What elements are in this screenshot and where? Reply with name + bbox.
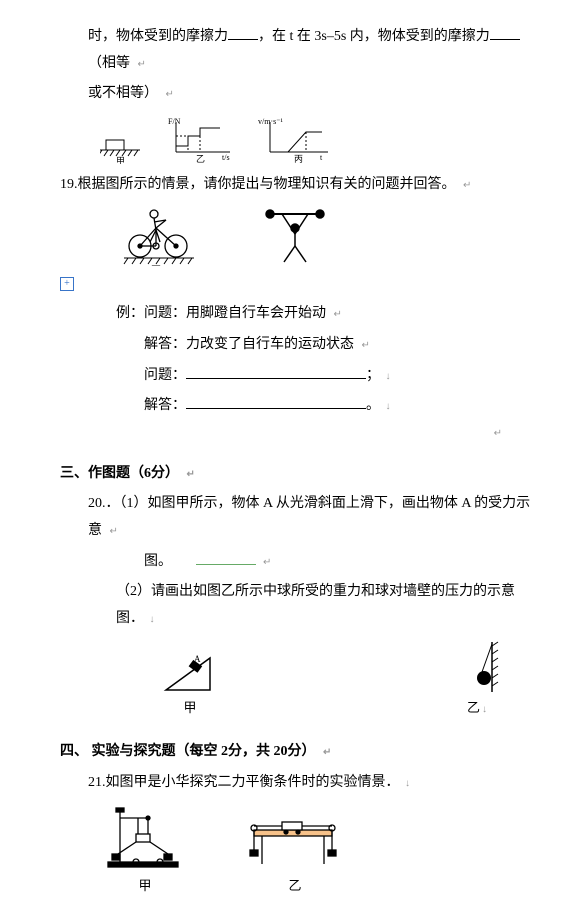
svg-text:甲: 甲 (116, 156, 125, 164)
ball-wall-svg (452, 640, 502, 696)
q21-fig-right: 乙 (240, 814, 350, 899)
green-underline (196, 564, 256, 565)
q18-line2: 或不相等） (60, 81, 542, 108)
q19-ex-q: 用脚蹬自行车会开始动 (186, 306, 326, 321)
q19-semi: ； (366, 368, 380, 383)
q19-a-label: 解答： (144, 337, 186, 352)
section4-heading: 四、 实验与探究题（每空 2分，共 20分） (60, 739, 542, 766)
q20-fig-left: A 甲 (160, 650, 220, 721)
q18-txt-c: （相等 (88, 56, 130, 71)
svg-text:图: 图 (151, 265, 161, 266)
svg-text:v/m·s⁻¹: v/m·s⁻¹ (258, 117, 283, 126)
svg-text:t/s: t/s (222, 153, 230, 162)
q20-line1: 20.．（1）如图甲所示，物体 A 从光滑斜面上滑下，画出物体 A 的受力示意 (60, 491, 542, 544)
q19-period: 。 (366, 398, 380, 413)
q19-blank-1[interactable] (186, 378, 366, 379)
q20-1: （1）如图甲所示，物体 A 从光滑斜面上滑下，画出物体 A 的受力示意 (88, 496, 530, 538)
q18-line1: 时，物体受到的摩擦力 ，在 t 在 3s–5s 内，物体受到的摩擦力 （相等 (60, 24, 542, 77)
q21-text: 如图甲是小华探究二力平衡条件时的实验情景． (106, 775, 400, 790)
balance-apparatus-svg (100, 804, 190, 874)
cart-table-svg (240, 814, 350, 874)
q19-line: 19.根据图所示的情景，请你提出与物理知识有关的问题并回答。 (60, 172, 542, 199)
q18-txt-a: 时，物体受到的摩擦力 (88, 29, 228, 44)
q20-fig-right: 乙 (452, 640, 502, 721)
svg-text:A: A (194, 654, 201, 664)
sec4-h: 四、 实验与探究题（每空 2分，共 20分） (60, 744, 316, 759)
q19-blank-q: 问题： ； (60, 363, 542, 390)
cap-yi: 乙 (452, 696, 502, 721)
q19-text: 根据图所示的情景，请你提出与物理知识有关的问题并回答。 (78, 177, 456, 192)
q18-txt-d: 或不相等） (88, 86, 158, 101)
q19-ex-a: 力改变了自行车的运动状态 (186, 337, 354, 352)
q20-line1b: 图。 (60, 549, 542, 576)
q20-line2: （2）请画出如图乙所示中球所受的重力和球对墙壁的压力的示意图． (60, 579, 542, 632)
q20-2: （2）请画出如图乙所示中球所受的重力和球对墙壁的压力的示意图． (116, 584, 515, 626)
q19-ex-label: 例：问题： (116, 306, 186, 321)
bicycle-figure: 图 (120, 206, 200, 266)
q19-blank-a: 解答： 。 (60, 393, 542, 420)
sec3-h: 三、作图题（6分） (60, 466, 179, 481)
cap-jiap: 甲 (160, 696, 220, 721)
q19-blank-2[interactable] (186, 408, 366, 409)
svg-text:丙: 丙 (294, 154, 303, 164)
q19-q-label: 问题： (144, 368, 186, 383)
incline-svg: A (160, 650, 220, 696)
q20-figures: A 甲 乙 (160, 640, 502, 721)
q21-figures: 甲 乙 (100, 804, 542, 899)
q18-blank-1[interactable] (228, 39, 258, 40)
section3-heading: 三、作图题（6分） (60, 461, 542, 488)
q21-fig-left: 甲 (100, 804, 190, 899)
q18-blank-2[interactable] (490, 39, 520, 40)
q21-line: 21.如图甲是小华探究二力平衡条件时的实验情景． (60, 770, 542, 797)
q20-num: 20.． (88, 496, 120, 511)
q18-txt-b: ，在 t 在 3s–5s 内，物体受到的摩擦力 (258, 29, 490, 44)
svg-text:t: t (320, 153, 323, 162)
weightlifter-figure (260, 206, 330, 266)
svg-text:乙: 乙 (196, 154, 205, 164)
cap-yi2: 乙 (240, 874, 350, 899)
q19-example-a: 解答：力改变了自行车的运动状态 (60, 332, 542, 359)
q20-1b: 图。 (144, 554, 172, 569)
expand-icon[interactable]: + (60, 277, 74, 291)
q21-num: 21. (88, 775, 106, 790)
q19-num: 19. (60, 177, 78, 192)
q19-a-label2: 解答： (144, 398, 186, 413)
lone-mark-1: ↵ (60, 424, 542, 443)
q18-graphs-svg: 甲 F/N t/s 乙 v/m·s⁻¹ t 丙 (100, 116, 360, 164)
q19-figures: 图 (120, 206, 542, 266)
q19-example-q: 例：问题：用脚蹬自行车会开始动 (60, 301, 542, 328)
svg-text:F/N: F/N (168, 117, 181, 126)
cap-jia2: 甲 (100, 874, 190, 899)
q18-figures: 甲 F/N t/s 乙 v/m·s⁻¹ t 丙 (100, 116, 542, 164)
